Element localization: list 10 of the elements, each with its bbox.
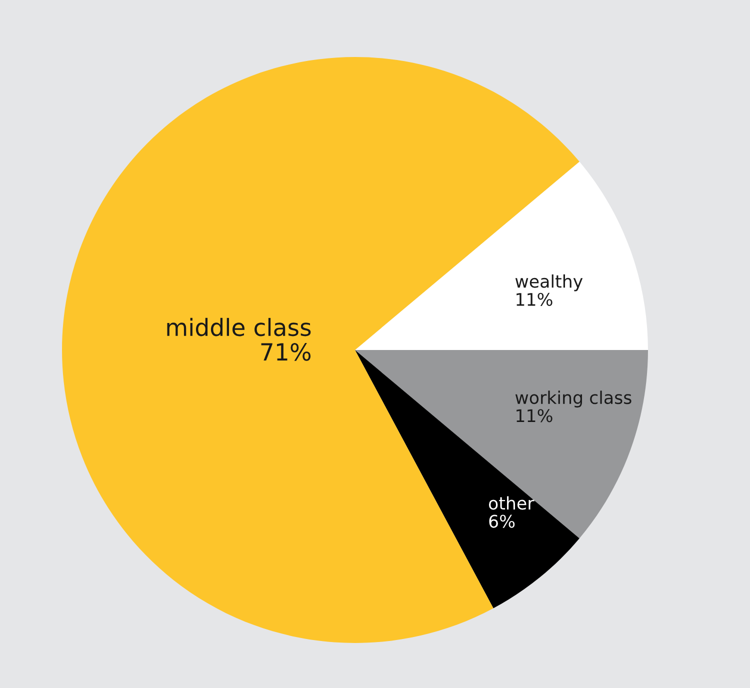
data-label: 6%	[489, 514, 515, 528]
slice-label: wealthy	[515, 274, 583, 292]
pie-slice	[355, 350, 648, 538]
slice-label: working class	[515, 390, 632, 408]
slice-label: other	[488, 496, 534, 510]
data-label: 71%	[261, 342, 311, 361]
data-label: 11%	[516, 409, 552, 422]
slice-label: middle class	[167, 318, 311, 336]
pie-slice	[355, 162, 648, 350]
data-label: 11%	[516, 292, 552, 306]
